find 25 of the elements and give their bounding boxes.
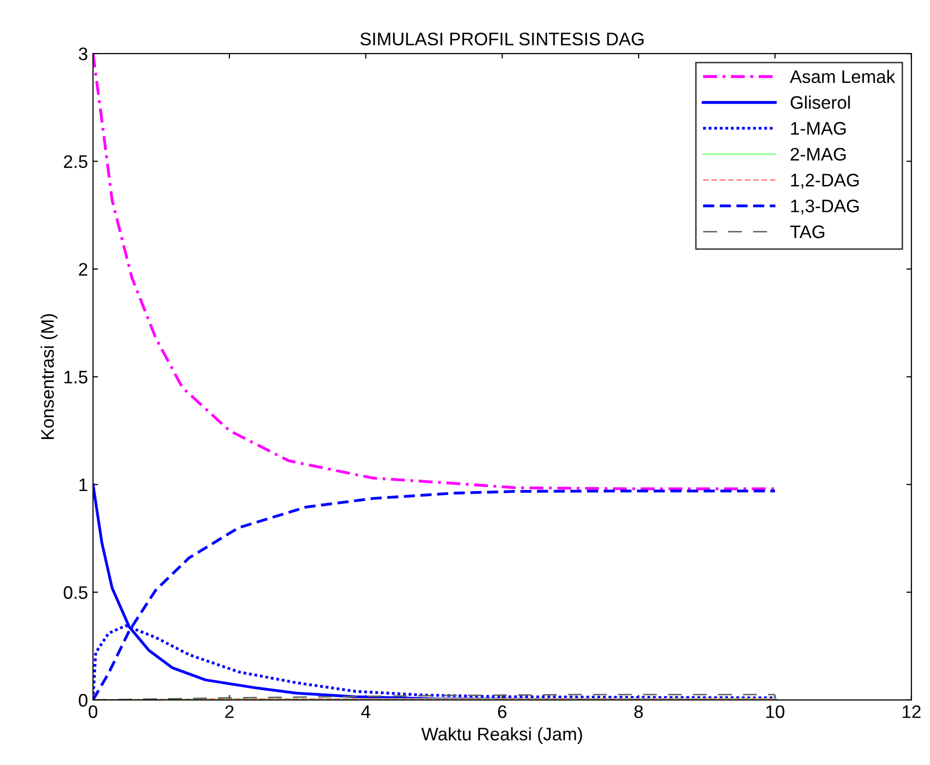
y-tick-label: 1 — [79, 478, 88, 492]
chart-title: SIMULASI PROFIL SINTESIS DAG — [360, 32, 644, 46]
legend-label: TAG — [790, 225, 824, 238]
x-tick-label: 2 — [225, 705, 234, 718]
y-axis-title: Konsentrasi (M) — [40, 314, 58, 439]
y-tick-label: 2 — [79, 262, 88, 276]
x-tick-label: 12 — [902, 705, 921, 718]
legend-label: Gliserol — [790, 96, 850, 109]
x-axis-title: Waktu Reaksi (Jam) — [421, 727, 582, 744]
legend-label: 2-MAG — [790, 148, 846, 161]
line-series — [93, 54, 776, 490]
x-tick-label: 4 — [361, 706, 370, 718]
x-tick-label: 6 — [498, 705, 506, 718]
y-tick-label: 1.5 — [64, 370, 88, 384]
y-tick-label: 0 — [78, 694, 88, 707]
x-tick-label: 0 — [88, 705, 98, 718]
legend-label: 1-MAG — [791, 122, 846, 135]
y-tick-label: 0.5 — [64, 586, 88, 599]
legend-label: Asam Lemak — [790, 70, 896, 84]
x-tick-label: 10 — [766, 705, 784, 718]
y-tick-label: 3 — [78, 47, 88, 60]
legend-label: 1,2-DAG — [791, 174, 859, 189]
y-tick-label: 2.5 — [64, 155, 88, 168]
legend-label: 1,3-DAG — [791, 200, 859, 214]
x-tick-label: 8 — [634, 705, 643, 718]
